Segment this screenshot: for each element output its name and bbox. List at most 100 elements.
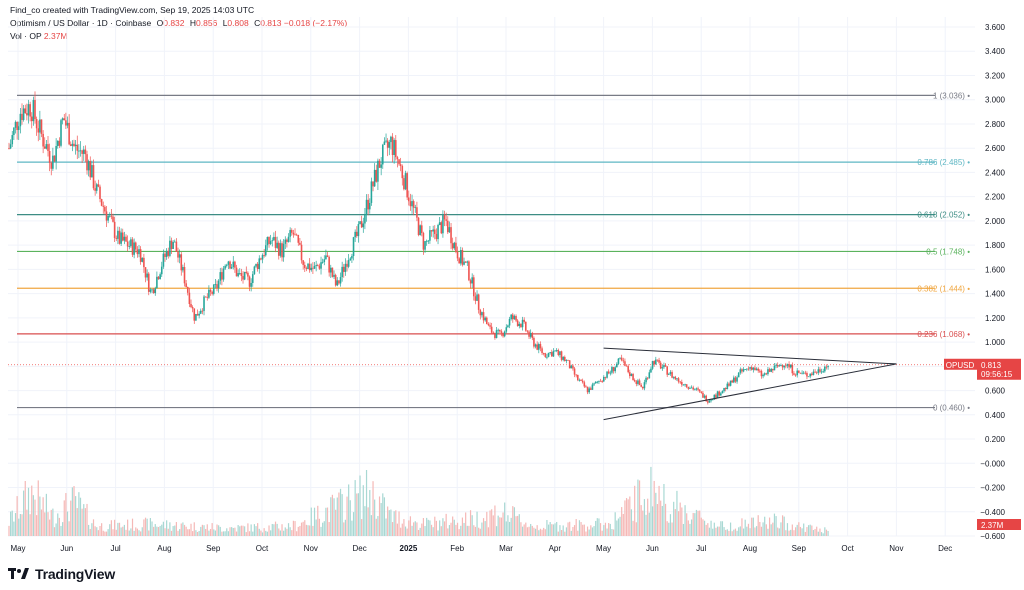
candle-body (633, 380, 636, 382)
volume-bar (58, 517, 60, 536)
volume-bar (216, 524, 218, 536)
volume-bar (686, 513, 688, 536)
candle-body (485, 317, 488, 325)
volume-bar (86, 503, 88, 536)
candle-body (381, 144, 384, 165)
candle-body (698, 389, 701, 392)
volume-bar (146, 518, 148, 536)
volume-bar (580, 522, 582, 536)
volume-bar (375, 518, 377, 536)
volume-bar (567, 522, 569, 536)
volume-bar (270, 530, 272, 536)
volume-bar (313, 507, 316, 536)
volume-bar (380, 503, 382, 536)
volume-bar (435, 520, 438, 536)
volume-bar (362, 485, 364, 536)
candle-body (178, 254, 181, 258)
volume-bar (543, 527, 545, 536)
volume-bar (643, 499, 646, 536)
candle-body (554, 350, 556, 352)
volume-bar (344, 519, 347, 536)
candle-body (567, 359, 569, 361)
candle-body (705, 395, 707, 402)
volume-bar (274, 521, 277, 536)
candle-body (824, 366, 826, 372)
volume-bar (775, 516, 777, 536)
volume-bar (419, 527, 421, 536)
candle-body (793, 373, 795, 375)
candle-body (334, 274, 337, 286)
volume-bar (739, 526, 741, 536)
candle-body (214, 284, 217, 285)
volume-bar (484, 521, 486, 536)
price-tag-symbol-box (944, 358, 977, 370)
volume-bar (525, 522, 527, 536)
change-value: −0.018 (−2.17%) (283, 18, 348, 28)
triangle-upper-line (603, 347, 897, 365)
volume-bar (218, 525, 220, 536)
volume-bar (252, 531, 254, 536)
volume-bar (621, 507, 623, 536)
candle-body (346, 263, 348, 267)
volume-bar (91, 523, 93, 536)
candle-body (560, 351, 563, 360)
candle-body (294, 234, 296, 236)
x-tick-label: Jun (60, 544, 73, 553)
candle-body (663, 365, 665, 368)
candle-body (575, 374, 577, 376)
candle-body (731, 380, 733, 383)
volume-bar (720, 521, 722, 536)
volume-bar (466, 525, 468, 536)
volume-bar (36, 515, 38, 536)
fib-level-label: 0 (0.460) • (933, 404, 970, 413)
candle-body (599, 380, 602, 382)
volume-bar (502, 512, 504, 536)
volume-bar (70, 500, 72, 536)
volume-bar (777, 527, 779, 536)
close-label: C (254, 18, 261, 28)
candle-body (409, 201, 412, 207)
candle-body (619, 357, 621, 359)
candle-body (677, 378, 680, 382)
candle-body (11, 135, 14, 145)
volume-bar (700, 517, 702, 536)
volume-bar (18, 518, 20, 536)
volume-bar (508, 521, 511, 536)
volume-bar (378, 496, 381, 536)
candle-body (643, 382, 646, 389)
candle-body (672, 376, 675, 378)
volume-bar (115, 529, 117, 536)
candle-body (749, 367, 751, 369)
candle-body (74, 144, 77, 147)
candle-body (521, 319, 524, 328)
candle-body (606, 371, 608, 378)
candle-body (113, 221, 116, 238)
volume-bar (705, 524, 707, 536)
volume-bar (819, 528, 821, 536)
y-tick-label: 2.400 (985, 168, 1006, 177)
volume-bar (689, 523, 691, 536)
candle-body (723, 387, 725, 392)
candle-body (390, 136, 392, 143)
candle-body (152, 289, 155, 294)
candle-body (373, 169, 376, 187)
candle-body (783, 365, 786, 368)
candle-body (518, 323, 521, 327)
volume-bar (682, 523, 685, 536)
candle-body (61, 118, 64, 121)
volume-bar (141, 527, 143, 536)
fib-level-label: 1 (3.036) • (933, 91, 970, 100)
volume-bar (102, 530, 104, 536)
volume-bar (486, 511, 488, 536)
volume-bar (460, 525, 462, 536)
volume-bar (271, 523, 273, 536)
x-tick-label: Sep (206, 544, 221, 553)
candle-body (180, 254, 183, 271)
candle-body (263, 255, 265, 256)
volume-bar (188, 529, 190, 536)
candle-body (755, 368, 758, 371)
candle-body (585, 386, 587, 388)
candle-body (47, 144, 49, 152)
open-label: O (156, 18, 164, 28)
